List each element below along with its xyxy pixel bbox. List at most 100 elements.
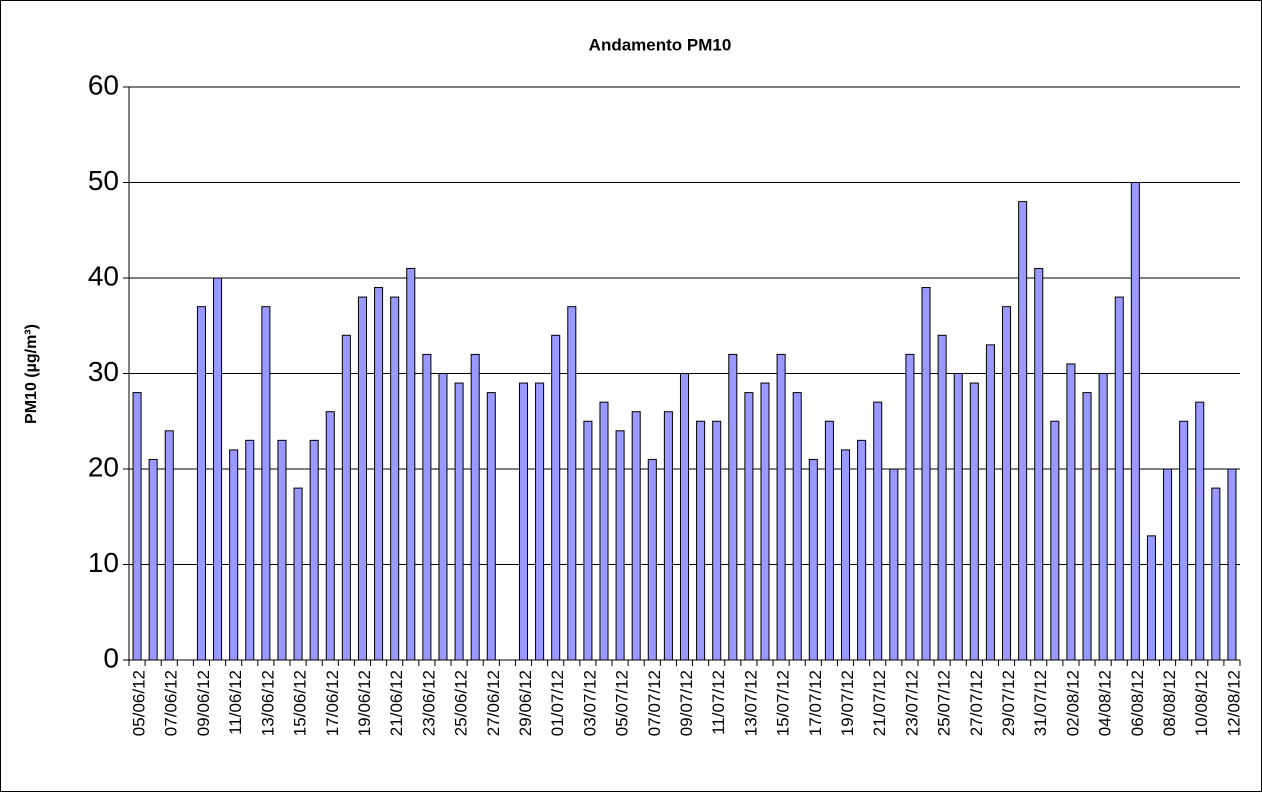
x-tick-label: 11/06/12 [226, 670, 245, 735]
x-tick-label: 02/08/12 [1063, 670, 1082, 736]
bar [261, 306, 271, 661]
bar [438, 373, 448, 661]
bar [1066, 363, 1076, 661]
bar [905, 353, 915, 661]
x-tick-label: 10/08/12 [1192, 670, 1211, 736]
x-tick-label: 21/06/12 [387, 670, 406, 736]
bar [1050, 420, 1060, 661]
bar [873, 401, 883, 661]
x-tick-label: 15/06/12 [291, 670, 310, 736]
bar [937, 334, 947, 661]
bar [422, 353, 432, 661]
bar [840, 449, 851, 661]
bar [824, 420, 834, 661]
x-tick-label: 13/07/12 [741, 670, 760, 736]
x-tick-label: 09/07/12 [677, 670, 696, 736]
y-tick-label: 30 [88, 356, 119, 387]
bar [229, 449, 239, 661]
bar [663, 411, 673, 661]
bar [535, 382, 545, 661]
bar [792, 392, 802, 661]
bar [277, 439, 287, 661]
bar [309, 439, 319, 661]
bar [148, 458, 158, 661]
bar [325, 411, 335, 661]
bar [647, 458, 657, 661]
x-tick-label: 19/06/12 [355, 670, 374, 736]
x-tick-label: 04/08/12 [1096, 670, 1115, 736]
bar [1195, 401, 1205, 661]
y-tick-label: 60 [88, 69, 119, 100]
x-tick-label: 07/06/12 [162, 670, 181, 736]
bar [1034, 267, 1044, 661]
bar [406, 267, 416, 661]
bar [164, 430, 174, 661]
bar [390, 296, 400, 661]
bar [1146, 535, 1156, 661]
bar [486, 392, 496, 661]
x-tick-label: 03/07/12 [580, 670, 599, 736]
x-tick-label: 21/07/12 [870, 670, 889, 736]
y-tick-label: 50 [88, 165, 119, 196]
bar [696, 420, 706, 661]
bar [1227, 468, 1237, 661]
y-tick-label: 40 [88, 260, 119, 291]
bar [341, 334, 351, 661]
x-tick-label: 29/07/12 [999, 670, 1018, 736]
bar [1002, 306, 1012, 661]
bar [470, 353, 480, 661]
bar [1114, 296, 1124, 661]
bar [1163, 468, 1173, 661]
bar [567, 306, 577, 661]
y-tick-label: 10 [88, 547, 119, 578]
y-tick-label: 20 [88, 451, 119, 482]
x-tick-label: 29/06/12 [516, 670, 535, 736]
bar [599, 401, 609, 661]
bar [1018, 201, 1028, 661]
bar [760, 382, 770, 661]
bar [921, 287, 931, 661]
bar [728, 353, 738, 661]
bar [985, 344, 995, 661]
x-tick-label: 19/07/12 [838, 670, 857, 736]
x-tick-label: 01/07/12 [548, 670, 567, 736]
bar [213, 277, 223, 661]
bar [712, 420, 722, 661]
bar [744, 392, 754, 661]
bar [615, 430, 625, 661]
bar [293, 487, 303, 661]
bar [132, 392, 142, 661]
bar [1130, 182, 1140, 661]
bar [776, 353, 786, 661]
x-tick-label: 09/06/12 [194, 670, 213, 736]
x-tick-label: 23/07/12 [902, 670, 921, 736]
x-tick-label: 27/07/12 [967, 670, 986, 736]
x-tick-label: 06/08/12 [1128, 670, 1147, 736]
bar [245, 439, 255, 661]
bar [969, 382, 979, 661]
x-tick-label: 08/08/12 [1160, 670, 1179, 736]
y-axis-label: PM10 (µg/m³) [23, 324, 40, 424]
bar [454, 382, 464, 661]
bar [808, 458, 818, 661]
bar [679, 373, 690, 661]
bar [1082, 392, 1092, 661]
x-tick-label: 25/06/12 [452, 670, 471, 736]
bar [357, 296, 367, 661]
y-tick-label: 0 [103, 642, 119, 673]
x-tick-label: 05/07/12 [613, 670, 632, 736]
x-tick-label: 17/06/12 [323, 670, 342, 736]
bar [1179, 420, 1189, 661]
bar [1211, 487, 1221, 661]
x-tick-label: 17/07/12 [806, 670, 825, 736]
x-tick-label: 11/07/12 [709, 670, 728, 735]
bar [889, 468, 899, 661]
x-tick-label: 05/06/12 [130, 670, 149, 736]
bar [518, 382, 529, 661]
x-tick-label: 12/08/12 [1224, 670, 1243, 736]
x-tick-label: 31/07/12 [1031, 670, 1050, 736]
bar [374, 287, 384, 661]
bar [551, 334, 561, 661]
bar [953, 373, 963, 661]
